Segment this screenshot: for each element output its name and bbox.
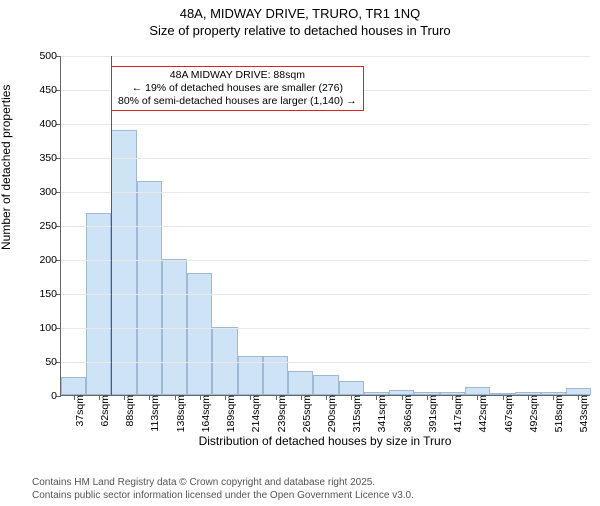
histogram-bar <box>162 259 187 395</box>
xtick-label: 214sqm <box>250 395 262 432</box>
chart-container: Number of detached properties 0501001502… <box>0 50 600 450</box>
xtick-label: 341sqm <box>376 395 388 432</box>
gridline <box>61 226 590 227</box>
footer-line-2: Contains public sector information licen… <box>32 490 414 503</box>
gridline <box>61 158 590 159</box>
x-axis-label: Distribution of detached houses by size … <box>60 434 590 448</box>
xtick-label: 138sqm <box>175 395 187 432</box>
xtick-label: 518sqm <box>553 395 565 432</box>
histogram-bar <box>187 273 212 395</box>
xtick-label: 113sqm <box>149 395 161 432</box>
xtick-label: 543sqm <box>578 395 590 432</box>
ytick-label: 100 <box>27 322 57 334</box>
ytick-label: 250 <box>27 220 57 232</box>
xtick-label: 391sqm <box>427 395 439 432</box>
xtick-label: 239sqm <box>276 395 288 432</box>
gridline <box>61 192 590 193</box>
histogram-bar <box>61 377 86 395</box>
histogram-bar <box>339 381 364 395</box>
ytick-label: 450 <box>27 84 57 96</box>
annotation-line: 80% of semi-detached houses are larger (… <box>118 95 357 108</box>
xtick-label: 315sqm <box>351 395 363 432</box>
xtick-label: 189sqm <box>225 395 237 432</box>
xtick-label: 62sqm <box>99 395 111 427</box>
xtick-label: 467sqm <box>503 395 515 432</box>
histogram-bar <box>465 387 490 395</box>
histogram-bar <box>566 388 591 395</box>
xtick-label: 442sqm <box>477 395 489 432</box>
xtick-label: 164sqm <box>200 395 212 432</box>
histogram-bar <box>212 327 237 395</box>
xtick-label: 366sqm <box>402 395 414 432</box>
y-axis-label: Number of detached properties <box>0 85 13 250</box>
ytick-label: 400 <box>27 118 57 130</box>
histogram-bar <box>313 375 338 395</box>
gridline <box>61 56 590 57</box>
xtick-label: 492sqm <box>528 395 540 432</box>
xtick-label: 37sqm <box>74 395 86 427</box>
ytick-label: 300 <box>27 186 57 198</box>
footer-attribution: Contains HM Land Registry data © Crown c… <box>32 477 414 502</box>
ytick-label: 500 <box>27 50 57 62</box>
annotation-box: 48A MIDWAY DRIVE: 88sqm← 19% of detached… <box>111 66 364 111</box>
ytick-label: 200 <box>27 254 57 266</box>
ytick-label: 50 <box>27 356 57 368</box>
gridline <box>61 294 590 295</box>
page-title: 48A, MIDWAY DRIVE, TRURO, TR1 1NQ <box>0 6 600 21</box>
page-subtitle: Size of property relative to detached ho… <box>0 23 600 38</box>
xtick-label: 265sqm <box>301 395 313 432</box>
xtick-label: 88sqm <box>124 395 136 427</box>
xtick-label: 417sqm <box>452 395 464 432</box>
histogram-bar <box>288 371 313 395</box>
ytick-label: 350 <box>27 152 57 164</box>
histogram-bar <box>86 213 111 395</box>
annotation-line: 48A MIDWAY DRIVE: 88sqm <box>118 69 357 82</box>
footer-line-1: Contains HM Land Registry data © Crown c… <box>32 477 414 490</box>
gridline <box>61 362 590 363</box>
plot-area: 05010015020025030035040045050037sqm62sqm… <box>60 56 590 396</box>
xtick-label: 290sqm <box>326 395 338 432</box>
annotation-line: ← 19% of detached houses are smaller (27… <box>118 82 357 95</box>
ytick-label: 0 <box>27 390 57 402</box>
histogram-bar <box>111 130 136 395</box>
gridline <box>61 260 590 261</box>
gridline <box>61 328 590 329</box>
ytick-label: 150 <box>27 288 57 300</box>
gridline <box>61 124 590 125</box>
